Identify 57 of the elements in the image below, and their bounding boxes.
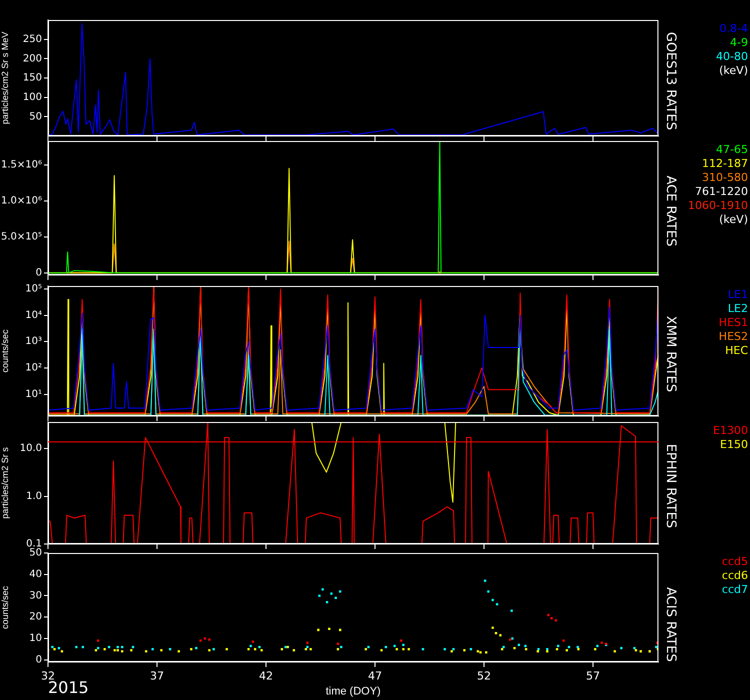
legend-title: (keV) bbox=[718, 64, 748, 78]
y-tick-label: 5.0×10⁵ bbox=[0, 231, 42, 242]
y-tick-label: 150 bbox=[22, 72, 42, 84]
text: ccd6 bbox=[722, 569, 748, 583]
legend-title: (keV) bbox=[718, 213, 748, 227]
y-tick-label: 1.5×10⁶ bbox=[0, 159, 42, 170]
text: 0.8-4 bbox=[718, 22, 748, 36]
y-axis-title: particles/cm2 Sr s MeV bbox=[0, 32, 10, 124]
x-tick-label: 57 bbox=[586, 669, 600, 682]
text: 310-580 bbox=[701, 171, 748, 185]
x-tick-label: 52 bbox=[477, 669, 491, 682]
y-tick-label: 40 bbox=[29, 568, 42, 580]
text: E150 bbox=[719, 438, 748, 452]
y-tick-label: 30 bbox=[29, 590, 42, 602]
text: EPHIN RATES bbox=[662, 444, 678, 528]
y-tick-label: 200 bbox=[22, 53, 42, 64]
text: E1300 bbox=[713, 424, 748, 438]
x-tick-label: 47 bbox=[368, 669, 382, 682]
y-tick-label: 10³ bbox=[25, 336, 42, 348]
y-tick-label: 10⁴ bbox=[25, 310, 42, 321]
y-axis-title: counts/sec bbox=[0, 585, 10, 630]
text: ccd7 bbox=[722, 583, 748, 597]
y-tick-label: 0 bbox=[36, 267, 42, 278]
legend-label: 761-1220 bbox=[694, 185, 748, 199]
y-tick-label: 1.0 bbox=[26, 490, 42, 502]
text: LE1 bbox=[726, 288, 748, 302]
text: GOES13 RATES bbox=[662, 32, 678, 130]
text: XMM RATES bbox=[662, 316, 678, 392]
y-axis-title: counts/sec bbox=[0, 328, 10, 373]
text: ccd5 bbox=[722, 555, 748, 569]
text: ACE RATES bbox=[662, 176, 678, 246]
y-tick-label: 1.0×10⁶ bbox=[0, 195, 42, 206]
legend-label: 40-80 bbox=[716, 50, 748, 64]
x-axis-title: time (DOY) bbox=[326, 685, 381, 698]
y-tick-label: 10² bbox=[25, 362, 42, 374]
text: HES1 bbox=[718, 316, 748, 330]
text: 47-65 bbox=[715, 143, 748, 157]
text: ACIS RATES bbox=[662, 587, 678, 662]
y-tick-label: 100 bbox=[22, 92, 42, 103]
y-tick-label: 50 bbox=[29, 548, 42, 559]
text: HEC bbox=[724, 344, 748, 358]
legend-label: 4-9 bbox=[729, 36, 748, 50]
text: 1060-1910 bbox=[688, 199, 748, 213]
y-tick-label: 20 bbox=[29, 612, 42, 623]
y-tick-label: 10.0 bbox=[20, 443, 42, 454]
x-tick-label: 37 bbox=[150, 669, 164, 682]
y-tick-label: 50 bbox=[29, 111, 42, 122]
y-axis-title: particles/cm2 Sr s bbox=[0, 446, 10, 519]
y-tick-label: 10⁵ bbox=[25, 284, 42, 295]
text: 112-187 bbox=[701, 157, 748, 171]
x-tick-label: 42 bbox=[259, 669, 273, 682]
y-tick-label: 0 bbox=[36, 654, 42, 666]
text: LE2 bbox=[726, 302, 748, 316]
y-tick-label: 250 bbox=[22, 34, 42, 45]
text: HES2 bbox=[718, 330, 748, 344]
y-tick-label: 10¹ bbox=[25, 388, 42, 400]
y-tick-label: 10 bbox=[29, 633, 42, 644]
